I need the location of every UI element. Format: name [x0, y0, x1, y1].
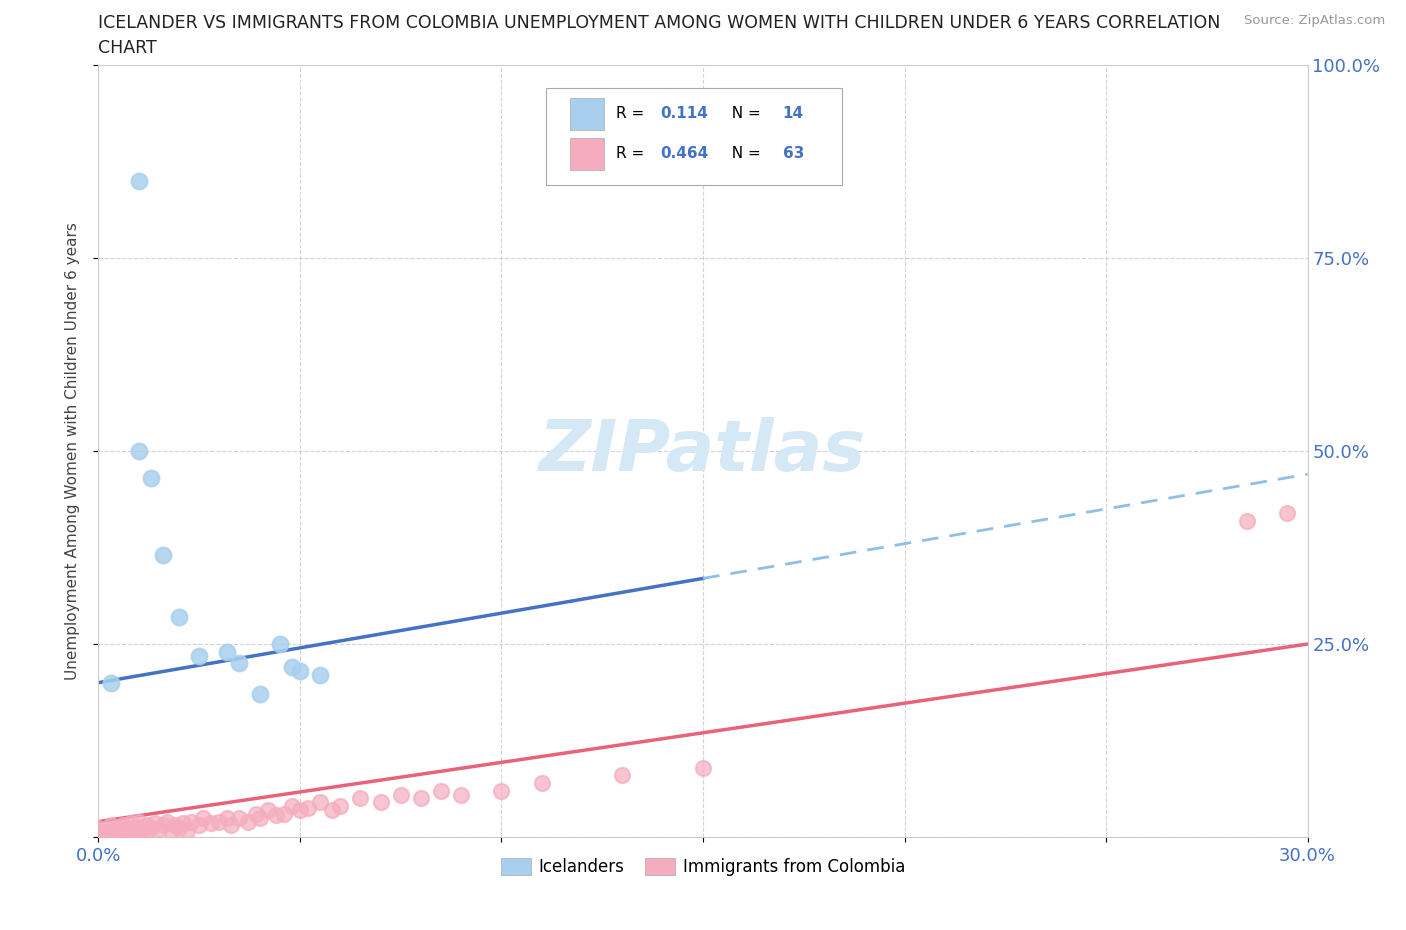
Point [491, 783, 513, 798]
Point [249, 686, 271, 701]
Point [135, 818, 157, 833]
Point [228, 810, 250, 825]
Point [236, 814, 259, 829]
Text: N =: N = [723, 146, 766, 162]
Point [100, 675, 122, 690]
Text: 14: 14 [783, 106, 804, 121]
Point [139, 471, 162, 485]
Point [409, 790, 432, 805]
Point [163, 818, 186, 833]
Legend: Icelanders, Immigrants from Colombia: Icelanders, Immigrants from Colombia [494, 851, 912, 883]
Point [120, 826, 142, 841]
Text: ICELANDER VS IMMIGRANTS FROM COLOMBIA UNEMPLOYMENT AMONG WOMEN WITH CHILDREN UND: ICELANDER VS IMMIGRANTS FROM COLOMBIA UN… [98, 14, 1220, 32]
Point [87, 826, 110, 841]
Y-axis label: Unemployment Among Women with Children Under 6 years: Unemployment Among Women with Children U… [65, 222, 80, 680]
FancyBboxPatch shape [546, 88, 842, 185]
Text: R =: R = [616, 106, 650, 121]
Point [249, 810, 271, 825]
Point [120, 816, 142, 830]
Point [1277, 505, 1299, 520]
Point [148, 822, 170, 837]
Point [256, 803, 278, 817]
Point [321, 803, 343, 817]
Text: Source: ZipAtlas.com: Source: ZipAtlas.com [1244, 14, 1385, 27]
Point [281, 799, 304, 814]
Point [264, 808, 287, 823]
Point [349, 790, 371, 805]
Point [288, 664, 311, 679]
Point [135, 823, 157, 838]
Bar [569, 98, 603, 130]
Text: 63: 63 [783, 146, 804, 162]
Point [329, 799, 352, 814]
Point [370, 795, 392, 810]
Bar [569, 138, 603, 170]
Point [692, 760, 714, 775]
Text: CHART: CHART [98, 39, 157, 57]
Point [1236, 513, 1258, 528]
Point [115, 822, 138, 837]
Point [430, 783, 453, 798]
Point [128, 826, 150, 841]
Point [107, 826, 129, 841]
Point [450, 787, 472, 802]
Point [389, 787, 412, 802]
Point [176, 823, 198, 838]
Point [281, 659, 304, 674]
Point [269, 637, 291, 652]
Point [152, 818, 174, 833]
Point [124, 822, 146, 837]
Point [132, 822, 155, 837]
Point [152, 548, 174, 563]
Point [87, 823, 110, 838]
Point [188, 818, 211, 833]
Point [217, 810, 239, 825]
Point [111, 823, 134, 838]
Point [128, 814, 150, 829]
Point [208, 814, 231, 829]
Point [167, 820, 190, 835]
Point [96, 826, 118, 841]
Point [245, 806, 267, 821]
Point [139, 820, 162, 835]
Point [143, 816, 166, 830]
Point [288, 803, 311, 817]
Text: R =: R = [616, 146, 650, 162]
Point [100, 818, 122, 833]
Point [103, 823, 125, 838]
Point [128, 173, 150, 188]
Point [87, 820, 110, 835]
Point [309, 668, 332, 683]
Text: ZIPatlas: ZIPatlas [540, 417, 866, 485]
Point [107, 820, 129, 835]
Point [100, 822, 122, 837]
Point [188, 648, 211, 663]
Point [221, 818, 243, 833]
Point [193, 810, 215, 825]
Point [530, 776, 553, 790]
Point [180, 814, 202, 829]
Point [612, 768, 634, 783]
Point [160, 823, 183, 838]
Point [172, 816, 194, 830]
Point [297, 800, 319, 815]
Point [111, 818, 134, 833]
Text: 0.464: 0.464 [661, 146, 709, 162]
Point [228, 656, 250, 671]
Point [200, 816, 222, 830]
Text: 0.114: 0.114 [661, 106, 709, 121]
Point [128, 820, 150, 835]
Point [156, 814, 179, 829]
Point [273, 806, 295, 821]
Point [217, 644, 239, 659]
Point [309, 795, 332, 810]
Point [128, 444, 150, 458]
Text: N =: N = [723, 106, 766, 121]
Point [167, 609, 190, 624]
